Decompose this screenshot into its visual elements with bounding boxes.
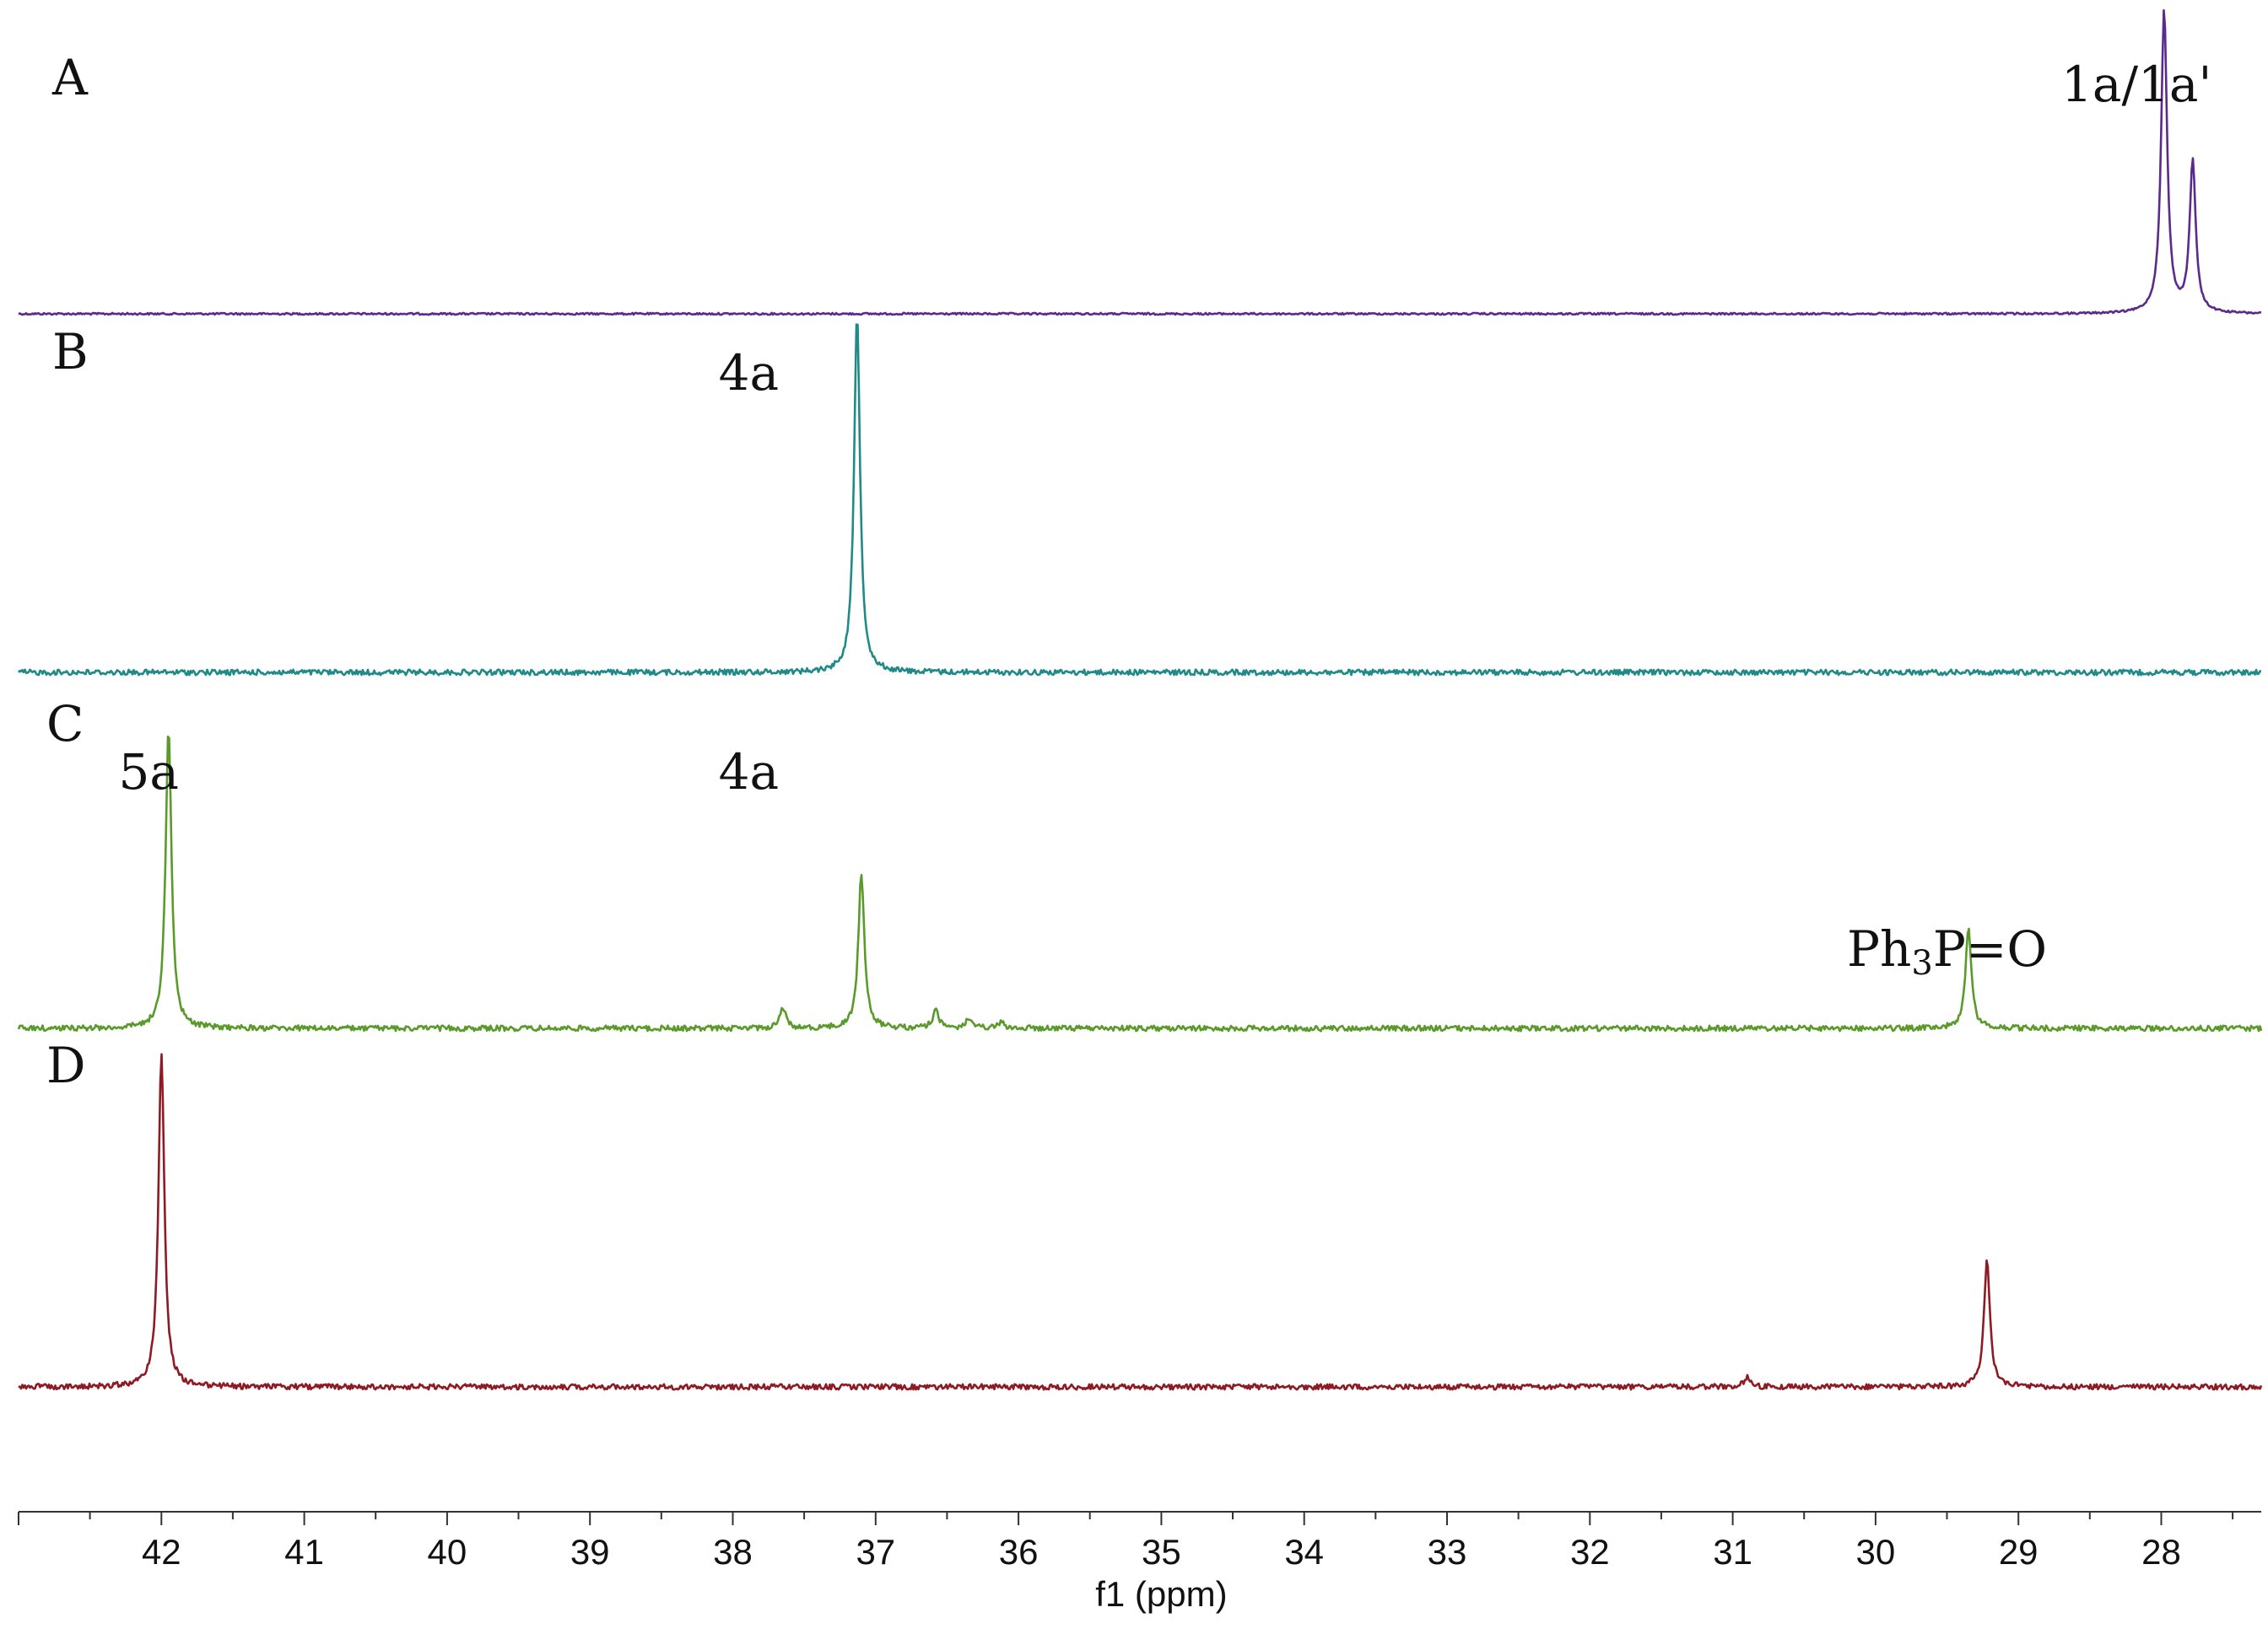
tick-label-38: 38 <box>713 1532 753 1572</box>
trace-a-line <box>18 8 2262 316</box>
trace-d-line <box>18 1053 2263 1391</box>
trace-c-label: C <box>46 695 84 752</box>
trace-c-line <box>17 735 2263 1033</box>
tick-label-42: 42 <box>142 1532 181 1572</box>
peak-label-b-0: 4a <box>719 344 779 402</box>
trace-a-label: A <box>51 49 89 106</box>
trace-b-line <box>17 323 2262 677</box>
tick-label-41: 41 <box>284 1532 324 1572</box>
tick-label-40: 40 <box>428 1532 467 1572</box>
peak-label-a-0: 1a/1a' <box>2061 56 2211 113</box>
tick-label-28: 28 <box>2141 1532 2181 1572</box>
peak-labels: 1a/1a' 4a 5a 4a Ph3P=O <box>119 56 2212 983</box>
tick-label-33: 33 <box>1428 1532 1467 1572</box>
tick-label-36: 36 <box>999 1532 1039 1572</box>
tick-label-39: 39 <box>570 1532 610 1572</box>
x-axis-title: f1 (ppm) <box>1095 1574 1227 1614</box>
tick-label-35: 35 <box>1142 1532 1181 1572</box>
tick-label-34: 34 <box>1284 1532 1324 1572</box>
tick-label-30: 30 <box>1856 1532 1896 1572</box>
tick-label-31: 31 <box>1713 1532 1752 1572</box>
tick-label-29: 29 <box>1999 1532 2038 1572</box>
peak-label-c-2: Ph3P=O <box>1847 920 2047 983</box>
trace-labels: A B C D <box>46 49 89 1094</box>
peak-label-c-0: 5a <box>119 743 179 801</box>
x-axis-tick-labels: 42 41 40 39 38 37 36 35 34 33 32 31 30 29 28 <box>142 1532 2181 1572</box>
trace-d-label: D <box>46 1037 86 1094</box>
tick-label-32: 32 <box>1570 1532 1610 1572</box>
tick-label-37: 37 <box>856 1532 895 1572</box>
x-axis-ticks <box>18 1512 2234 1525</box>
x-axis: 42 41 40 39 38 37 36 35 34 33 32 31 30 29 28 f1 (ppm) <box>18 1511 2261 1614</box>
spectrum-traces <box>17 8 2263 1391</box>
trace-b-label: B <box>52 323 89 380</box>
peak-label-c-1: 4a <box>719 743 779 801</box>
